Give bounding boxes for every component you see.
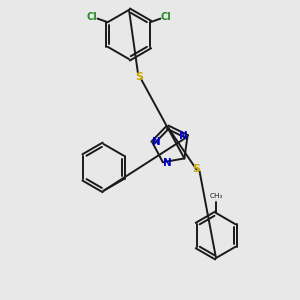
Text: S: S [136,71,143,82]
Text: Cl: Cl [160,12,171,22]
Text: N: N [179,130,188,141]
Text: Cl: Cl [87,12,98,22]
Text: CH₃: CH₃ [210,194,223,200]
Text: N: N [163,158,171,168]
Text: S: S [193,164,200,175]
Text: N: N [152,137,161,147]
